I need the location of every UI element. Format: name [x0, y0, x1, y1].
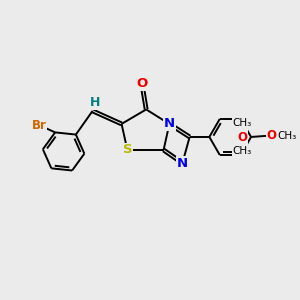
Text: O: O: [136, 77, 148, 90]
Text: CH₃: CH₃: [278, 130, 297, 140]
Text: N: N: [164, 117, 175, 130]
Text: S: S: [122, 143, 132, 157]
Text: H: H: [90, 96, 101, 109]
Text: O: O: [237, 131, 247, 144]
Text: O: O: [266, 129, 276, 142]
Text: Br: Br: [32, 118, 46, 132]
Text: O: O: [237, 130, 247, 143]
Text: CH₃: CH₃: [232, 146, 252, 156]
Text: CH₃: CH₃: [232, 118, 252, 128]
Text: N: N: [177, 157, 188, 169]
